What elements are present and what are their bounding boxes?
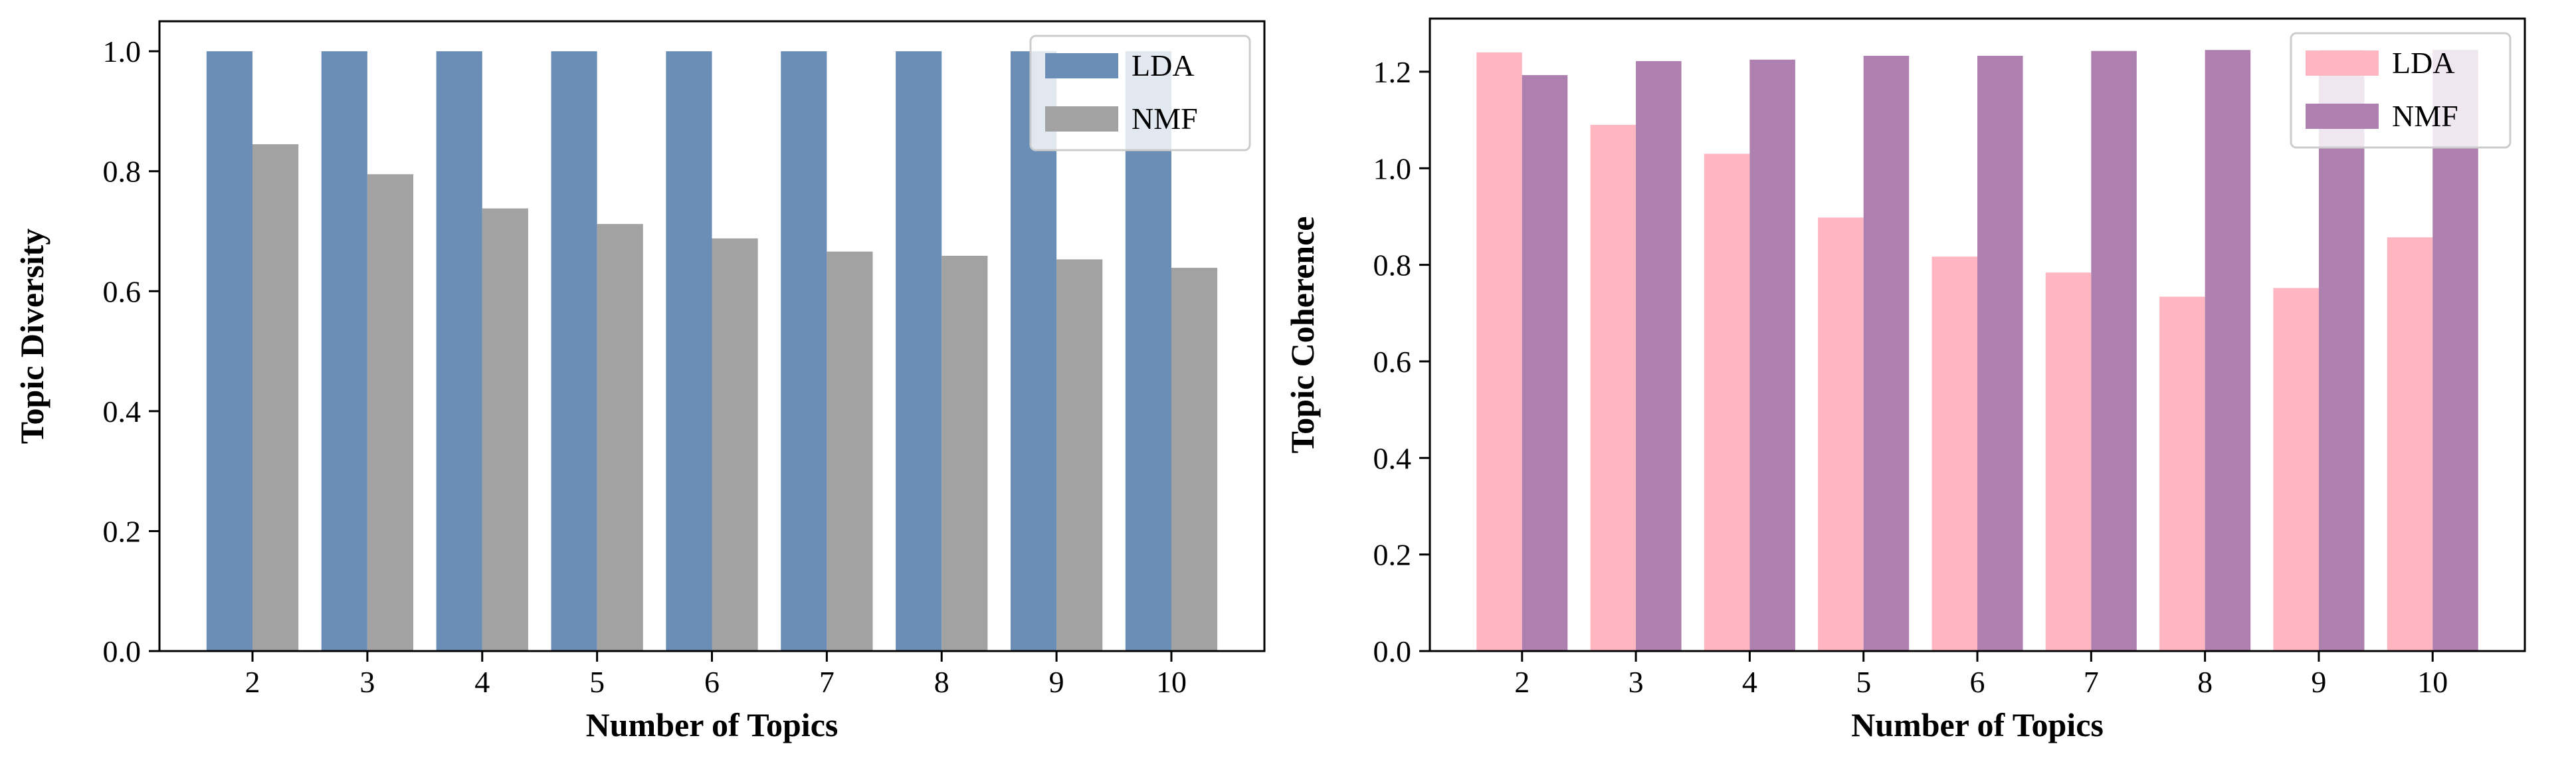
legend-label-lda: LDA bbox=[1132, 48, 1195, 82]
legend-swatch-lda bbox=[1045, 53, 1118, 78]
bar-nmf-2 bbox=[252, 144, 299, 652]
bar-nmf-5 bbox=[1863, 55, 1910, 651]
bar-lda-7 bbox=[781, 51, 827, 651]
bar-lda-8 bbox=[2159, 296, 2205, 651]
legend: LDA NMF bbox=[2290, 32, 2512, 149]
y-tick-label: 0.4 bbox=[103, 395, 142, 429]
x-tick-label: 8 bbox=[934, 665, 949, 699]
bar-nmf-9 bbox=[2318, 50, 2365, 652]
bar-lda-10 bbox=[2387, 237, 2433, 651]
bar-nmf-5 bbox=[597, 224, 643, 651]
legend-swatch-lda bbox=[2306, 50, 2379, 76]
y-tick-label: 1.0 bbox=[103, 35, 142, 68]
x-tick-label: 2 bbox=[245, 665, 260, 699]
y-tick-label: 1.2 bbox=[1373, 55, 1412, 89]
bar-lda-4 bbox=[436, 51, 482, 651]
bar-nmf-8 bbox=[941, 256, 988, 651]
bar-lda-2 bbox=[206, 51, 253, 651]
bar-lda-9 bbox=[1010, 51, 1057, 651]
legend: LDA NMF bbox=[1029, 35, 1251, 151]
x-ticks: 2 3 4 5 6 7 8 9 10 bbox=[245, 651, 1187, 699]
bar-nmf-6 bbox=[712, 238, 758, 651]
x-tick-label: 2 bbox=[1514, 665, 1530, 699]
x-tick-label: 4 bbox=[474, 665, 490, 699]
bar-nmf-7 bbox=[2091, 50, 2137, 652]
x-axis-title: Number of Topics bbox=[586, 706, 839, 743]
bar-nmf-3 bbox=[367, 174, 414, 651]
bar-nmf-4 bbox=[482, 208, 528, 652]
bar-lda-3 bbox=[321, 51, 367, 651]
x-tick-label: 4 bbox=[1742, 665, 1757, 699]
x-tick-label: 9 bbox=[2311, 665, 2326, 699]
y-tick-label: 0.8 bbox=[103, 155, 142, 189]
bars-group bbox=[206, 51, 1218, 652]
topic-coherence-chart: 0.00.20.40.60.81.01.2 2 3 4 5 6 7 8 9 10 LDANMF … bbox=[1284, 17, 2526, 743]
y-tick-label: 0.0 bbox=[103, 634, 142, 668]
bar-lda-5 bbox=[1818, 217, 1864, 652]
y-tick-label: 0.4 bbox=[1373, 441, 1412, 475]
bar-lda-2 bbox=[1476, 52, 1522, 651]
bar-lda-6 bbox=[1932, 256, 1977, 652]
x-tick-label: 7 bbox=[819, 665, 835, 699]
legend-label-nmf: NMF bbox=[1132, 102, 1198, 136]
y-ticks: 0.0 0.2 0.4 0.6 0.8 1.0 1.2 bbox=[1373, 55, 1430, 668]
bar-lda-10 bbox=[1125, 51, 1171, 651]
topic-diversity-chart: 0.0 0.2 0.4 0.6 0.8 1.0 2 3 4 5 6 7 8 9 10 LDA NMF Num… bbox=[13, 20, 1266, 743]
x-tick-label: 7 bbox=[2084, 665, 2099, 699]
bar-nmf-8 bbox=[2205, 50, 2251, 652]
y-axis-title: Topic Diversity bbox=[13, 229, 50, 444]
x-tick-label: 10 bbox=[1156, 665, 1187, 699]
x-tick-label: 3 bbox=[1629, 665, 1644, 699]
bar-nmf-10 bbox=[2432, 50, 2478, 652]
bar-nmf-2 bbox=[1522, 75, 1568, 652]
legend-label-nmf: NMF bbox=[2392, 99, 2458, 133]
bar-lda-7 bbox=[2045, 272, 2092, 652]
bar-lda-5 bbox=[551, 51, 597, 651]
x-tick-label: 5 bbox=[1856, 665, 1871, 699]
x-tick-label: 8 bbox=[2197, 665, 2213, 699]
bar-lda-8 bbox=[896, 51, 942, 651]
x-tick-label: 6 bbox=[1970, 665, 1985, 699]
bar-lda-3 bbox=[1590, 124, 1636, 651]
plot-frame bbox=[1429, 17, 2526, 652]
y-tick-label: 0.6 bbox=[1373, 345, 1412, 379]
legend-label-lda: LDA bbox=[2392, 46, 2455, 80]
bars-group bbox=[1476, 50, 2478, 652]
bar-nmf-9 bbox=[1056, 259, 1103, 651]
y-tick-label: 0.8 bbox=[1373, 248, 1412, 282]
x-tick-label: 10 bbox=[2417, 665, 2448, 699]
plot-frame bbox=[158, 20, 1266, 652]
legend-swatch-nmf bbox=[1045, 106, 1118, 132]
bar-lda-4 bbox=[1704, 153, 1750, 652]
x-axis-title: Number of Topics bbox=[1851, 706, 2104, 743]
bar-nmf-7 bbox=[827, 251, 873, 651]
bar-nmf-4 bbox=[1749, 59, 1795, 651]
x-ticks: 2 3 4 5 6 7 8 9 10 bbox=[1514, 651, 2448, 699]
bar-lda-9 bbox=[2273, 288, 2319, 651]
legend-swatch-nmf bbox=[2306, 104, 2379, 129]
y-axis-title: Topic Coherence bbox=[1284, 217, 1321, 454]
bar-nmf-3 bbox=[1636, 60, 1682, 651]
y-tick-label: 0.2 bbox=[103, 514, 142, 548]
y-ticks: 0.0 0.2 0.4 0.6 0.8 1.0 bbox=[103, 35, 159, 668]
bar-nmf-6 bbox=[1977, 55, 2023, 651]
bar-nmf-10 bbox=[1171, 268, 1218, 651]
y-tick-label: 1.0 bbox=[1373, 151, 1412, 185]
y-tick-label: 0.0 bbox=[1373, 634, 1412, 668]
x-tick-label: 3 bbox=[359, 665, 375, 699]
bar-lda-6 bbox=[666, 51, 712, 651]
y-tick-label: 0.6 bbox=[103, 274, 142, 308]
y-tick-label: 0.2 bbox=[1373, 538, 1412, 572]
x-tick-label: 5 bbox=[589, 665, 605, 699]
x-tick-label: 6 bbox=[704, 665, 720, 699]
x-tick-label: 9 bbox=[1049, 665, 1064, 699]
